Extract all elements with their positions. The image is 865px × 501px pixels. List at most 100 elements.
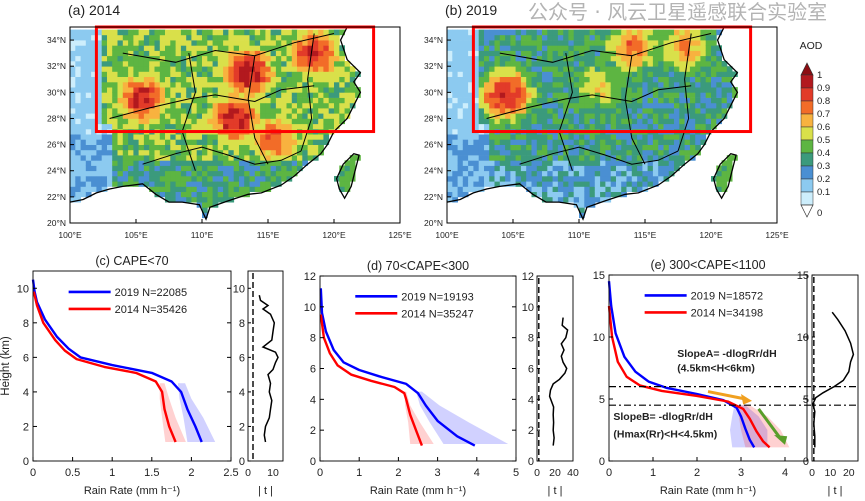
aod-cell <box>542 50 548 57</box>
aod-cell <box>91 113 97 119</box>
aod-cell <box>112 149 118 156</box>
aod-cell <box>499 170 506 177</box>
aod-cell <box>254 139 261 145</box>
aod-cell <box>107 55 113 62</box>
aod-cell <box>452 76 458 83</box>
aod-cell <box>642 97 649 104</box>
aod-cell <box>452 50 458 57</box>
aod-cell <box>515 97 522 104</box>
aod-cell <box>557 50 564 57</box>
aod-cell <box>626 149 633 156</box>
aod-cell <box>689 144 696 151</box>
aod-cell <box>291 102 298 109</box>
aod-cell <box>457 155 464 161</box>
aod-cell <box>96 181 103 187</box>
aod-cell <box>323 102 330 109</box>
aod-cell <box>642 181 649 187</box>
aod-cell <box>579 176 585 182</box>
aod-cell <box>233 113 240 119</box>
aod-cell <box>679 102 685 109</box>
aod-cell <box>217 170 224 177</box>
aod-cell <box>695 97 701 104</box>
aod-cell <box>217 29 224 36</box>
aod-cell <box>286 155 293 161</box>
aod-cell <box>270 139 277 145</box>
aod-cell <box>600 81 606 88</box>
aod-cell <box>138 45 145 51</box>
aod-cell <box>291 134 298 140</box>
aod-cell <box>668 108 675 114</box>
aod-cell <box>621 55 627 62</box>
aod-cell <box>679 45 685 51</box>
aod-cell <box>312 76 319 83</box>
aod-cell <box>716 108 722 114</box>
aod-cell <box>149 144 155 151</box>
aod-cell <box>547 149 553 156</box>
aod-cell <box>557 40 564 46</box>
aod-cell <box>536 76 543 83</box>
aod-cell <box>159 66 166 72</box>
aod-cell <box>96 160 103 166</box>
aod-cell <box>207 45 213 51</box>
aod-cell <box>344 160 351 166</box>
aod-cell <box>573 186 580 192</box>
aod-cell <box>468 81 474 88</box>
aod-cell <box>447 87 453 93</box>
aod-cell <box>254 92 261 98</box>
aod-cell <box>138 108 145 114</box>
aod-cell <box>526 97 532 104</box>
aod-cell <box>312 92 319 98</box>
aod-cell <box>117 92 124 98</box>
aod-cell <box>117 102 124 109</box>
aod-cell <box>468 71 474 77</box>
aod-cell <box>138 97 145 104</box>
aod-cell <box>159 165 166 172</box>
aod-cell <box>117 66 124 72</box>
aod-cell <box>191 196 198 203</box>
aod-cell <box>563 81 569 88</box>
aod-cell <box>275 108 282 114</box>
aod-cell <box>212 102 219 109</box>
aod-cell <box>291 165 298 172</box>
aod-cell <box>212 144 219 151</box>
aod-cell <box>499 45 506 51</box>
aod-cell <box>223 160 229 166</box>
aod-cell <box>594 50 601 57</box>
aod-cell <box>91 97 97 104</box>
aod-cell <box>547 113 553 119</box>
aod-cell <box>557 165 564 172</box>
x-tick-label: 0 <box>606 467 612 479</box>
aod-cell <box>674 134 680 140</box>
aod-cell <box>579 102 585 109</box>
aod-cell <box>91 87 97 93</box>
aod-cell <box>536 34 543 41</box>
aod-cell <box>510 165 517 172</box>
aod-cell <box>323 55 330 62</box>
aod-cell <box>107 170 113 177</box>
aod-cell <box>711 76 717 83</box>
aod-cell <box>478 176 485 182</box>
aod-cell <box>600 165 606 172</box>
aod-cell <box>297 160 303 166</box>
aod-cell <box>663 165 670 172</box>
aod-cell <box>107 71 113 77</box>
aod-cell <box>107 160 113 166</box>
aod-cell <box>217 81 224 88</box>
aod-cell <box>668 160 675 166</box>
aod-cell <box>689 118 696 125</box>
aod-cell <box>711 45 717 51</box>
aod-cell <box>239 176 245 182</box>
aod-cell <box>478 102 485 109</box>
aod-cell <box>170 50 176 57</box>
aod-cell <box>96 29 103 36</box>
aod-cell <box>112 165 118 172</box>
aod-cell <box>589 66 596 72</box>
aod-cell <box>573 81 580 88</box>
aod-cell <box>542 29 548 36</box>
aod-cell <box>711 123 717 130</box>
aod-cell <box>149 181 155 187</box>
aod-cell <box>573 102 580 109</box>
aod-cell <box>202 165 208 172</box>
aod-cell <box>244 34 250 41</box>
aod-cell <box>647 160 654 166</box>
